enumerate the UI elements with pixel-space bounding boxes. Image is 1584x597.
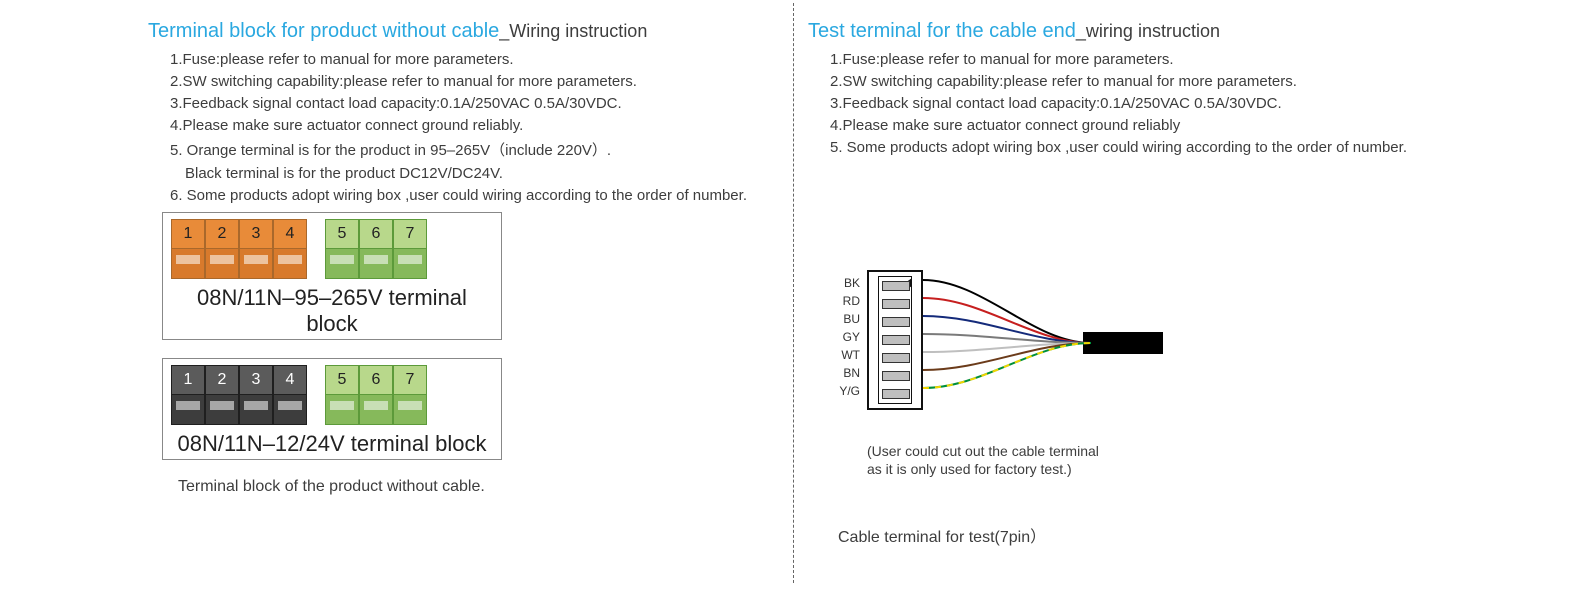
connector-pin-label: BU [830, 312, 860, 326]
terminal-group: 1234 [171, 219, 307, 279]
terminal-pin: 7 [393, 219, 427, 279]
terminal-pin-slot [393, 395, 427, 425]
instruction-item: 4.Please make sure actuator connect grou… [170, 117, 808, 134]
connector-pin-label: WT [830, 348, 860, 362]
terminal-pin-number: 1 [171, 219, 205, 249]
instruction-item: 2.SW switching capability:please refer t… [830, 73, 1508, 90]
terminal-pin-slot [273, 395, 307, 425]
terminal-pin-number: 6 [359, 219, 393, 249]
terminal-group: 1234 [171, 365, 307, 425]
connector-pin [882, 281, 910, 291]
left-title: Terminal block for product without cable… [148, 20, 808, 43]
instruction-item: Black terminal is for the product DC12V/… [170, 165, 808, 182]
connector-pin-label: Y/G [830, 384, 860, 398]
cable-connector-diagram: BKRDBUGYWTBNY/G (User could cut out the … [830, 278, 1230, 428]
right-title-main: Test terminal for the cable end [808, 20, 1076, 42]
wires-svg [923, 270, 1223, 415]
terminal-pin-slot [205, 249, 239, 279]
terminal-pin: 2 [205, 219, 239, 279]
left-instruction-list: 1.Fuse:please refer to manual for more p… [170, 51, 808, 204]
terminal-pin-number: 1 [171, 365, 205, 395]
terminal-pin: 2 [205, 365, 239, 425]
connector-pin-label: GY [830, 330, 860, 344]
terminal-pin-number: 4 [273, 219, 307, 249]
left-title-main: Terminal block for product without cable [148, 20, 499, 42]
instruction-item: 1.Fuse:please refer to manual for more p… [170, 51, 808, 68]
right-foot-note: Cable terminal for test(7pin） [838, 523, 1508, 547]
terminal-block-caption: 08N/11N–12/24V terminal block [171, 431, 493, 457]
terminal-pin-slot [273, 249, 307, 279]
connector-pin [882, 371, 910, 381]
terminal-pin-slot [205, 395, 239, 425]
terminal-block-caption: 08N/11N–95–265V terminal block [171, 285, 493, 337]
left-foot-note: Terminal block of the product without ca… [178, 478, 808, 496]
terminal-pin-slot [393, 249, 427, 279]
terminal-pin: 4 [273, 365, 307, 425]
cable-note-line2: as it is only used for factory test.) [867, 461, 1072, 477]
instruction-item: 4.Please make sure actuator connect grou… [830, 117, 1508, 134]
terminal-pin-slot [359, 395, 393, 425]
right-title-sub: _wiring instruction [1076, 21, 1220, 41]
connector-inner [878, 276, 912, 404]
instruction-item: 3.Feedback signal contact load capacity:… [830, 95, 1508, 112]
terminal-pin: 4 [273, 219, 307, 279]
connector-pin [882, 335, 910, 345]
terminal-pin-slot [239, 395, 273, 425]
cable-note: (User could cut out the cable terminal a… [867, 442, 1099, 478]
connector-pin-label: RD [830, 294, 860, 308]
right-column: Test terminal for the cable end_wiring i… [808, 20, 1508, 547]
connector-pin [882, 317, 910, 327]
cable-note-line1: (User could cut out the cable terminal [867, 443, 1099, 459]
instruction-item: 5. Orange terminal is for the product in… [170, 139, 808, 160]
terminal-pin-number: 5 [325, 219, 359, 249]
terminal-pin: 1 [171, 365, 205, 425]
right-instruction-list: 1.Fuse:please refer to manual for more p… [830, 51, 1508, 156]
terminal-block-panel: 123456708N/11N–95–265V terminal block [162, 212, 502, 340]
terminal-pin: 3 [239, 219, 273, 279]
terminal-pin: 6 [359, 365, 393, 425]
left-column: Terminal block for product without cable… [148, 20, 808, 496]
terminal-pin-slot [325, 395, 359, 425]
terminal-pin-number: 2 [205, 219, 239, 249]
terminal-pin-number: 7 [393, 219, 427, 249]
terminal-pin-slot [325, 249, 359, 279]
terminal-block-panel: 123456708N/11N–12/24V terminal block [162, 358, 502, 460]
connector-pin [882, 299, 910, 309]
instruction-item: 2.SW switching capability:please refer t… [170, 73, 808, 90]
terminal-pin-slot [171, 249, 205, 279]
terminal-pin: 5 [325, 219, 359, 279]
terminal-pin-slot [239, 249, 273, 279]
left-title-sub: _Wiring instruction [499, 21, 647, 41]
terminal-pin-number: 4 [273, 365, 307, 395]
terminal-group: 567 [325, 219, 427, 279]
terminal-pin: 5 [325, 365, 359, 425]
connector-pin [882, 353, 910, 363]
instruction-item: 6. Some products adopt wiring box ,user … [170, 187, 808, 204]
terminal-pin: 1 [171, 219, 205, 279]
terminal-blocks-wrap: 123456708N/11N–95–265V terminal block123… [148, 212, 808, 460]
connector-pin-label: BK [830, 276, 860, 290]
terminal-pin: 6 [359, 219, 393, 279]
terminal-pin: 3 [239, 365, 273, 425]
instruction-item: 5. Some products adopt wiring box ,user … [830, 139, 1508, 156]
connector-pin [882, 389, 910, 399]
terminal-pin-number: 2 [205, 365, 239, 395]
terminal-pin-number: 6 [359, 365, 393, 395]
connector-shell [867, 270, 923, 410]
right-title: Test terminal for the cable end_wiring i… [808, 20, 1508, 43]
connector-pin-label: BN [830, 366, 860, 380]
terminal-group: 567 [325, 365, 427, 425]
terminal-pin-number: 5 [325, 365, 359, 395]
terminal-pin-slot [359, 249, 393, 279]
terminal-pin-number: 3 [239, 365, 273, 395]
terminal-pin-number: 3 [239, 219, 273, 249]
instruction-item: 1.Fuse:please refer to manual for more p… [830, 51, 1508, 68]
terminal-pin-slot [171, 395, 205, 425]
instruction-item: 3.Feedback signal contact load capacity:… [170, 95, 808, 112]
terminal-pin: 7 [393, 365, 427, 425]
terminal-pin-number: 7 [393, 365, 427, 395]
